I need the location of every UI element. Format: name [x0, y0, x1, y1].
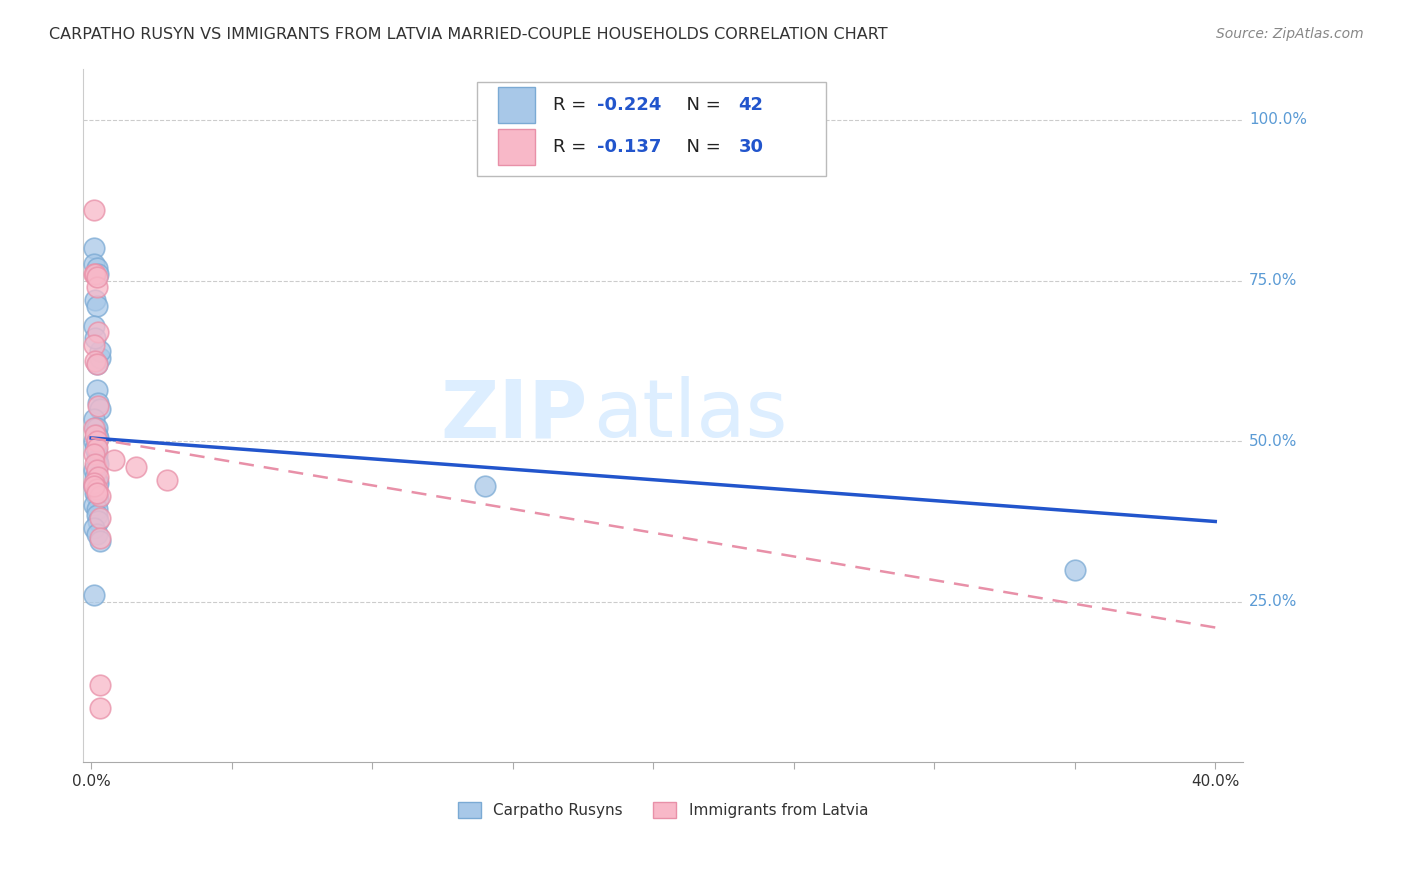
Text: atlas: atlas: [593, 376, 787, 455]
Point: [87, 431, 110, 445]
Point: [86, 463, 108, 477]
Point: [86, 527, 108, 541]
Point: [86, 299, 108, 313]
Point: [86, 434, 108, 449]
Point: [83, 421, 105, 435]
Point: [83, 411, 105, 425]
Point: [474, 479, 496, 493]
FancyBboxPatch shape: [477, 82, 825, 176]
Point: [84, 485, 107, 500]
Point: [125, 459, 148, 474]
Point: [86, 501, 108, 516]
Point: [83, 258, 105, 272]
Text: N =: N =: [675, 95, 725, 113]
Point: [86, 485, 108, 500]
Text: 30: 30: [738, 137, 763, 156]
Point: [83, 479, 105, 493]
Point: [87, 515, 110, 529]
Point: [86, 441, 108, 455]
FancyBboxPatch shape: [498, 87, 536, 123]
Point: [87, 469, 110, 483]
Point: [103, 453, 125, 467]
Point: [89, 351, 111, 365]
Point: [86, 280, 108, 294]
Point: [86, 260, 108, 275]
Text: CARPATHO RUSYN VS IMMIGRANTS FROM LATVIA MARRIED-COUPLE HOUSEHOLDS CORRELATION C: CARPATHO RUSYN VS IMMIGRANTS FROM LATVIA…: [49, 27, 887, 42]
Text: 42: 42: [738, 95, 763, 113]
Text: 75.0%: 75.0%: [1249, 273, 1298, 288]
Point: [84, 331, 107, 345]
Point: [83, 475, 105, 490]
Text: ZIP: ZIP: [440, 376, 588, 455]
Point: [89, 531, 111, 545]
Point: [89, 678, 111, 692]
Point: [87, 267, 110, 281]
Point: [86, 447, 108, 461]
Text: 25.0%: 25.0%: [1249, 594, 1298, 609]
Point: [84, 267, 107, 281]
Point: [1063, 563, 1085, 577]
Text: -0.224: -0.224: [598, 95, 661, 113]
Point: [83, 447, 105, 461]
Point: [89, 701, 111, 715]
Point: [87, 399, 110, 413]
Point: [89, 344, 111, 359]
Text: N =: N =: [675, 137, 725, 156]
Point: [86, 427, 108, 442]
Point: [84, 427, 107, 442]
Point: [86, 508, 108, 522]
Point: [84, 421, 107, 435]
Point: [86, 270, 108, 285]
Point: [84, 354, 107, 368]
Point: [87, 457, 110, 471]
Point: [83, 463, 105, 477]
Text: Source: ZipAtlas.com: Source: ZipAtlas.com: [1216, 27, 1364, 41]
Point: [86, 421, 108, 435]
Text: R =: R =: [553, 95, 592, 113]
Text: 50.0%: 50.0%: [1249, 434, 1298, 449]
Point: [84, 293, 107, 307]
Point: [86, 357, 108, 371]
Point: [86, 489, 108, 503]
Text: 100.0%: 100.0%: [1249, 112, 1308, 128]
Point: [83, 588, 105, 602]
Text: R =: R =: [553, 137, 592, 156]
Point: [83, 521, 105, 535]
Point: [156, 473, 179, 487]
Point: [86, 453, 108, 467]
Point: [86, 383, 108, 397]
Point: [87, 325, 110, 339]
Point: [84, 441, 107, 455]
Point: [89, 489, 111, 503]
Point: [89, 533, 111, 548]
Point: [83, 318, 105, 333]
Point: [83, 242, 105, 256]
FancyBboxPatch shape: [498, 128, 536, 165]
Point: [86, 473, 108, 487]
Text: -0.137: -0.137: [598, 137, 661, 156]
Point: [83, 499, 105, 513]
Point: [87, 475, 110, 490]
Point: [83, 434, 105, 449]
Point: [83, 479, 105, 493]
Point: [89, 511, 111, 525]
Point: [87, 491, 110, 506]
Point: [86, 357, 108, 371]
Point: [83, 338, 105, 352]
Point: [84, 457, 107, 471]
Point: [87, 395, 110, 409]
Legend: Carpatho Rusyns, Immigrants from Latvia: Carpatho Rusyns, Immigrants from Latvia: [451, 796, 875, 824]
Point: [83, 267, 105, 281]
Point: [89, 402, 111, 417]
Point: [83, 202, 105, 217]
Point: [86, 483, 108, 497]
Point: [84, 469, 107, 483]
